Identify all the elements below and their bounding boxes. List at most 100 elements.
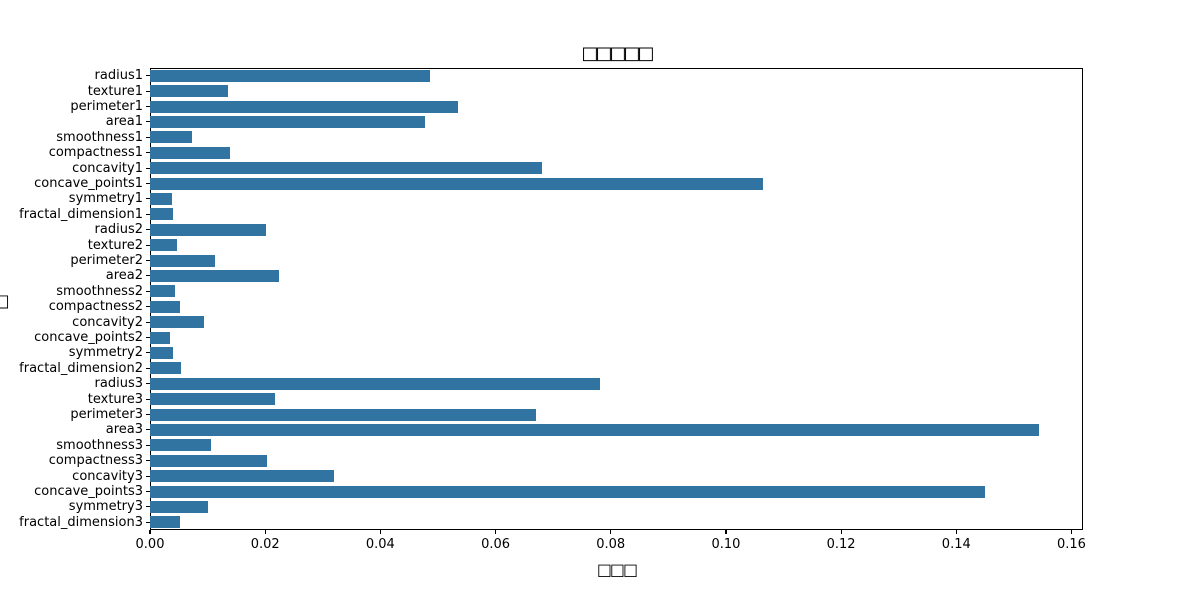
x-tick-mark [264, 530, 266, 534]
y-tick-label: texture2 [87, 237, 143, 253]
bar-concavity2 [150, 316, 205, 329]
bar-fractal_dimension2 [150, 362, 181, 375]
y-tick-mark [146, 213, 150, 215]
x-tick-label: 0.12 [826, 537, 856, 552]
bar-concavity3 [150, 470, 334, 483]
y-tick-label: compactness3 [48, 453, 143, 469]
y-tick-mark [146, 506, 150, 508]
y-tick-mark [146, 75, 150, 77]
y-tick-mark [146, 383, 150, 385]
x-tick-mark [955, 530, 957, 534]
bar-concavity1 [150, 162, 542, 175]
x-tick-mark [494, 530, 497, 534]
y-tick-mark [146, 352, 150, 354]
y-tick-label: fractal_dimension3 [19, 514, 143, 530]
y-tick-mark [146, 244, 150, 246]
y-tick-label: perimeter3 [70, 407, 143, 422]
x-tick-label: 0.08 [596, 537, 626, 552]
y-tick-label: texture3 [87, 391, 143, 407]
x-tick-mark [725, 530, 727, 534]
y-tick-label: smoothness3 [56, 437, 143, 453]
bar-texture3 [150, 393, 275, 406]
bar-radius2 [150, 223, 267, 236]
y-tick-label: compactness1 [48, 145, 143, 161]
y-tick-mark [146, 460, 150, 462]
y-tick-label: symmetry2 [68, 345, 143, 361]
y-tick-mark [146, 198, 150, 200]
bar-perimeter1 [150, 100, 458, 113]
y-tick-mark [146, 398, 150, 400]
bar-concave_points2 [150, 331, 171, 344]
y-tick-label: radius2 [94, 222, 143, 238]
bar-texture2 [150, 239, 178, 252]
bar-compactness2 [150, 300, 180, 313]
bar-perimeter2 [150, 254, 216, 267]
bar-concave_points1 [150, 177, 763, 190]
bar-area3 [150, 423, 1039, 436]
x-tick-mark [840, 530, 842, 534]
y-tick-mark [146, 413, 150, 416]
y-tick-label: area3 [105, 422, 143, 438]
x-axis-label: □□□ [596, 560, 638, 579]
x-tick-mark [149, 530, 151, 534]
y-tick-label: texture1 [87, 83, 143, 99]
y-tick-mark [146, 182, 150, 185]
y-tick-label: symmetry1 [68, 191, 143, 207]
bar-smoothness3 [150, 439, 212, 452]
x-tick-label: 0.14 [941, 537, 971, 552]
x-tick-label: 0.10 [711, 537, 741, 552]
bar-area2 [150, 269, 279, 282]
y-tick-label: symmetry3 [68, 499, 143, 515]
x-tick-mark [610, 530, 612, 534]
x-tick-label: 0.16 [1056, 537, 1086, 552]
y-axis-label: □ [0, 294, 11, 310]
y-tick-mark [146, 167, 150, 169]
bar-fractal_dimension3 [150, 516, 180, 529]
x-tick-label: 0.04 [365, 537, 395, 552]
y-tick-mark [146, 259, 150, 262]
y-tick-mark [146, 136, 150, 138]
bar-symmetry2 [150, 346, 174, 359]
bar-symmetry3 [150, 500, 209, 513]
bar-fractal_dimension1 [150, 208, 174, 221]
y-tick-mark [146, 275, 150, 277]
y-tick-label: smoothness2 [56, 283, 143, 299]
y-tick-label: smoothness1 [56, 129, 143, 145]
y-tick-label: concavity2 [72, 314, 143, 330]
x-tick-mark [379, 530, 381, 534]
x-tick-label: 0.02 [250, 537, 280, 552]
y-tick-mark [146, 336, 150, 339]
y-tick-mark [146, 229, 150, 231]
y-tick-label: concavity3 [72, 468, 143, 484]
y-tick-label: radius1 [94, 68, 143, 84]
y-tick-label: fractal_dimension1 [19, 206, 143, 222]
bar-concave_points3 [150, 485, 985, 498]
bar-radius3 [150, 377, 600, 390]
x-tick-label: 0.00 [135, 537, 165, 552]
y-tick-label: concave_points1 [34, 176, 143, 191]
plot-area [150, 68, 1083, 530]
y-tick-mark [146, 429, 150, 431]
y-tick-label: area2 [105, 268, 143, 284]
y-tick-mark [146, 475, 150, 477]
y-tick-label: compactness2 [48, 299, 143, 315]
y-tick-mark [146, 90, 150, 92]
bar-perimeter3 [150, 408, 537, 421]
bar-texture1 [150, 85, 229, 98]
y-tick-mark [146, 290, 150, 292]
chart-title: □□□□□ [581, 43, 654, 64]
bar-radius1 [150, 69, 431, 82]
y-tick-mark [146, 444, 150, 446]
y-tick-label: fractal_dimension2 [19, 360, 143, 376]
y-tick-label: concavity1 [72, 160, 143, 176]
y-tick-mark [146, 152, 150, 154]
y-tick-mark [146, 105, 150, 108]
y-tick-label: perimeter1 [70, 99, 143, 114]
y-tick-mark [146, 121, 150, 123]
bar-compactness1 [150, 146, 231, 159]
x-tick-mark [1070, 530, 1073, 534]
bar-compactness3 [150, 454, 268, 467]
y-tick-mark [146, 367, 150, 369]
bar-smoothness2 [150, 285, 175, 298]
